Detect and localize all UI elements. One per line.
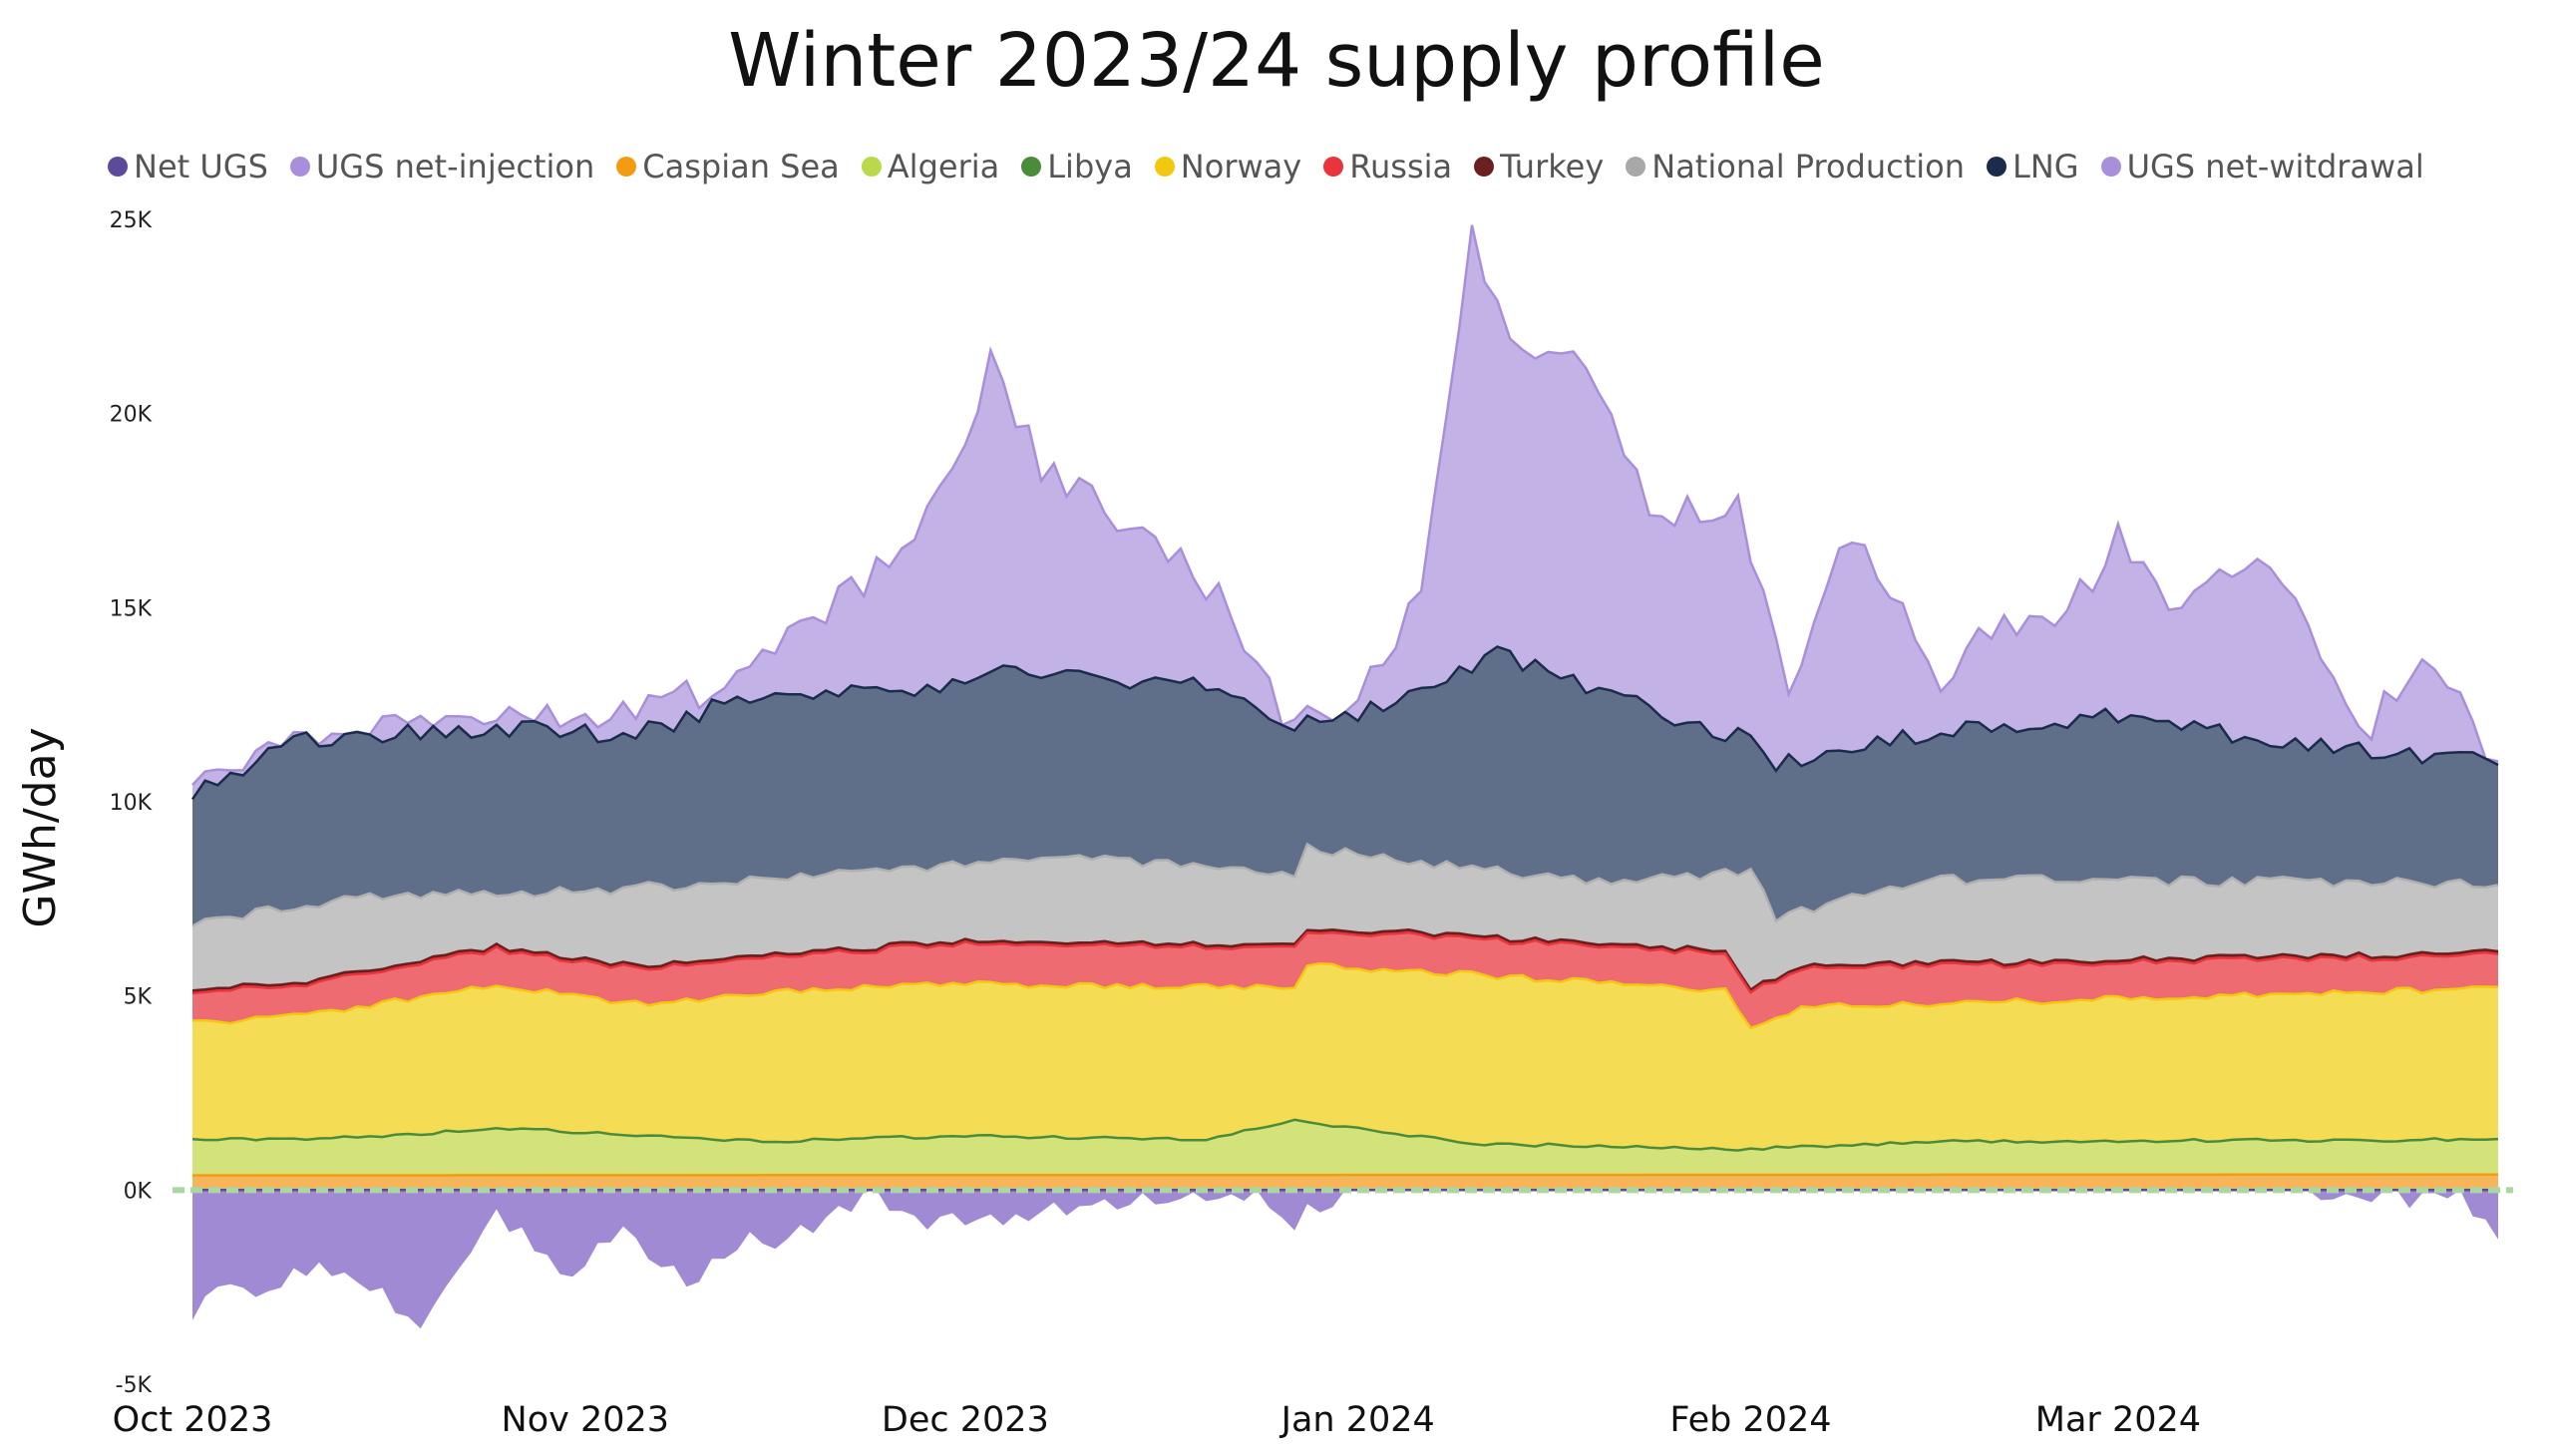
caspian-sea-line [192,1173,2498,1177]
algeria-area [192,1119,2498,1176]
legend-item[interactable]: LNG [1987,148,2079,185]
x-tick-label: Mar 2024 [2035,1400,2201,1440]
legend-label: Libya [1047,148,1133,185]
ugs-net-withdrawal-area [192,224,2498,800]
legend-item[interactable]: Norway [1154,148,1302,185]
x-tick-label: Dec 2023 [882,1400,1049,1440]
legend-dot-icon [861,157,882,177]
legend-item[interactable]: UGS net-witdrawal [2100,148,2424,185]
y-tick-label: 0K [124,1179,153,1204]
x-tick-label: Feb 2024 [1669,1400,1831,1440]
legend-label: LNG [2012,148,2079,185]
y-tick-label: 20K [110,403,153,428]
legend-label: Caspian Sea [642,148,840,185]
lng-line [190,645,2499,801]
legend-dot-icon [1987,157,2007,177]
y-tick-label: 10K [110,791,153,816]
y-tick-label: 15K [110,596,153,621]
x-tick-label: Oct 2023 [113,1400,273,1440]
y-tick-label: 5K [124,985,153,1010]
chart-title: Winter 2023/24 supply profile [728,18,1825,104]
y-tick-label: 25K [110,208,153,233]
legend-label: Turkey [1500,148,1605,185]
area-layer [173,224,2513,1329]
x-tick-label: Jan 2024 [1279,1400,1435,1440]
legend-item[interactable]: Net UGS [108,148,268,185]
y-axis: -5K 0K 5K 10K 15K 20K 25K [110,208,153,1398]
legend-item[interactable]: National Production [1626,148,1965,185]
norway-area [192,963,2498,1151]
x-tick-label: Nov 2023 [502,1400,670,1440]
turkey-line [191,928,2499,992]
legend-dot-icon [1021,157,1042,177]
legend-label: Net UGS [134,148,268,185]
legend-dot-icon [1626,157,1646,177]
legend-label: UGS net-witdrawal [2126,148,2424,185]
legend-label: National Production [1651,148,1966,185]
lng-area [192,646,2498,926]
russia-line [191,930,2499,995]
legend-item[interactable]: Russia [1323,148,1452,185]
national-production-line [191,842,2499,927]
caspian-sea-area [192,1174,2498,1191]
legend-dot-icon [289,157,310,177]
x-axis: Oct 2023 Nov 2023 Dec 2023 Jan 2024 Feb 2024… [113,1400,2201,1440]
legend-dot-icon [1474,157,1495,177]
russia-area [192,932,2498,1028]
legend-label: Algeria [887,148,1000,185]
algeria-line [191,1118,2499,1152]
legend-dot-icon [108,157,128,177]
legend-item[interactable]: Turkey [1474,148,1604,185]
legend-dot-icon [1323,157,1344,177]
legend-dot-icon [1154,157,1175,177]
y-axis-label: GWh/day [15,727,66,927]
legend-dot-icon [616,157,637,177]
legend-item[interactable]: Caspian Sea [616,148,840,185]
legend-label: Norway [1180,148,1302,185]
legend-dot-icon [2100,157,2121,177]
net-ugs-area [192,1190,2498,1329]
legend-item[interactable]: UGS net-injection [289,148,595,185]
norway-line [191,962,2499,1030]
legend-item[interactable]: Libya [1021,148,1133,185]
legend-label: UGS net-injection [315,148,595,185]
legend-item[interactable]: Algeria [861,148,1000,185]
legend: Net UGS UGS net-injection Caspian Sea Alger… [108,143,2541,190]
y-tick-label: -5K [116,1373,153,1398]
legend-label: Russia [1349,148,1453,185]
